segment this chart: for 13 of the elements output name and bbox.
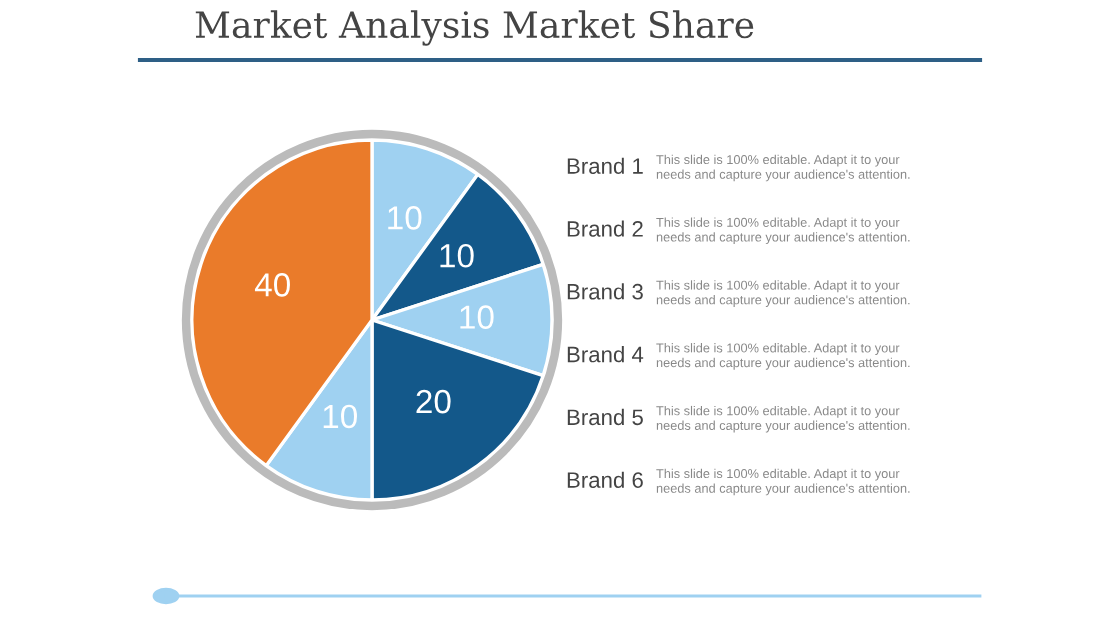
text: Brand 4 <box>567 346 644 363</box>
data-label: 20 <box>416 389 451 414</box>
text: Brand 1 <box>567 157 643 174</box>
data-label: 10 <box>440 243 474 268</box>
data-label: 40 <box>254 273 290 297</box>
data-label: 10 <box>460 305 494 329</box>
text: Brand 6 <box>567 471 643 488</box>
text: Brand 3 <box>567 283 643 300</box>
data-label: 10 <box>388 206 422 230</box>
chart-title: Market Analysis Market Share <box>195 10 754 46</box>
text: Brand 2 <box>567 220 643 237</box>
data-label: 10 <box>323 404 357 429</box>
text: Brand 5 <box>567 408 643 426</box>
